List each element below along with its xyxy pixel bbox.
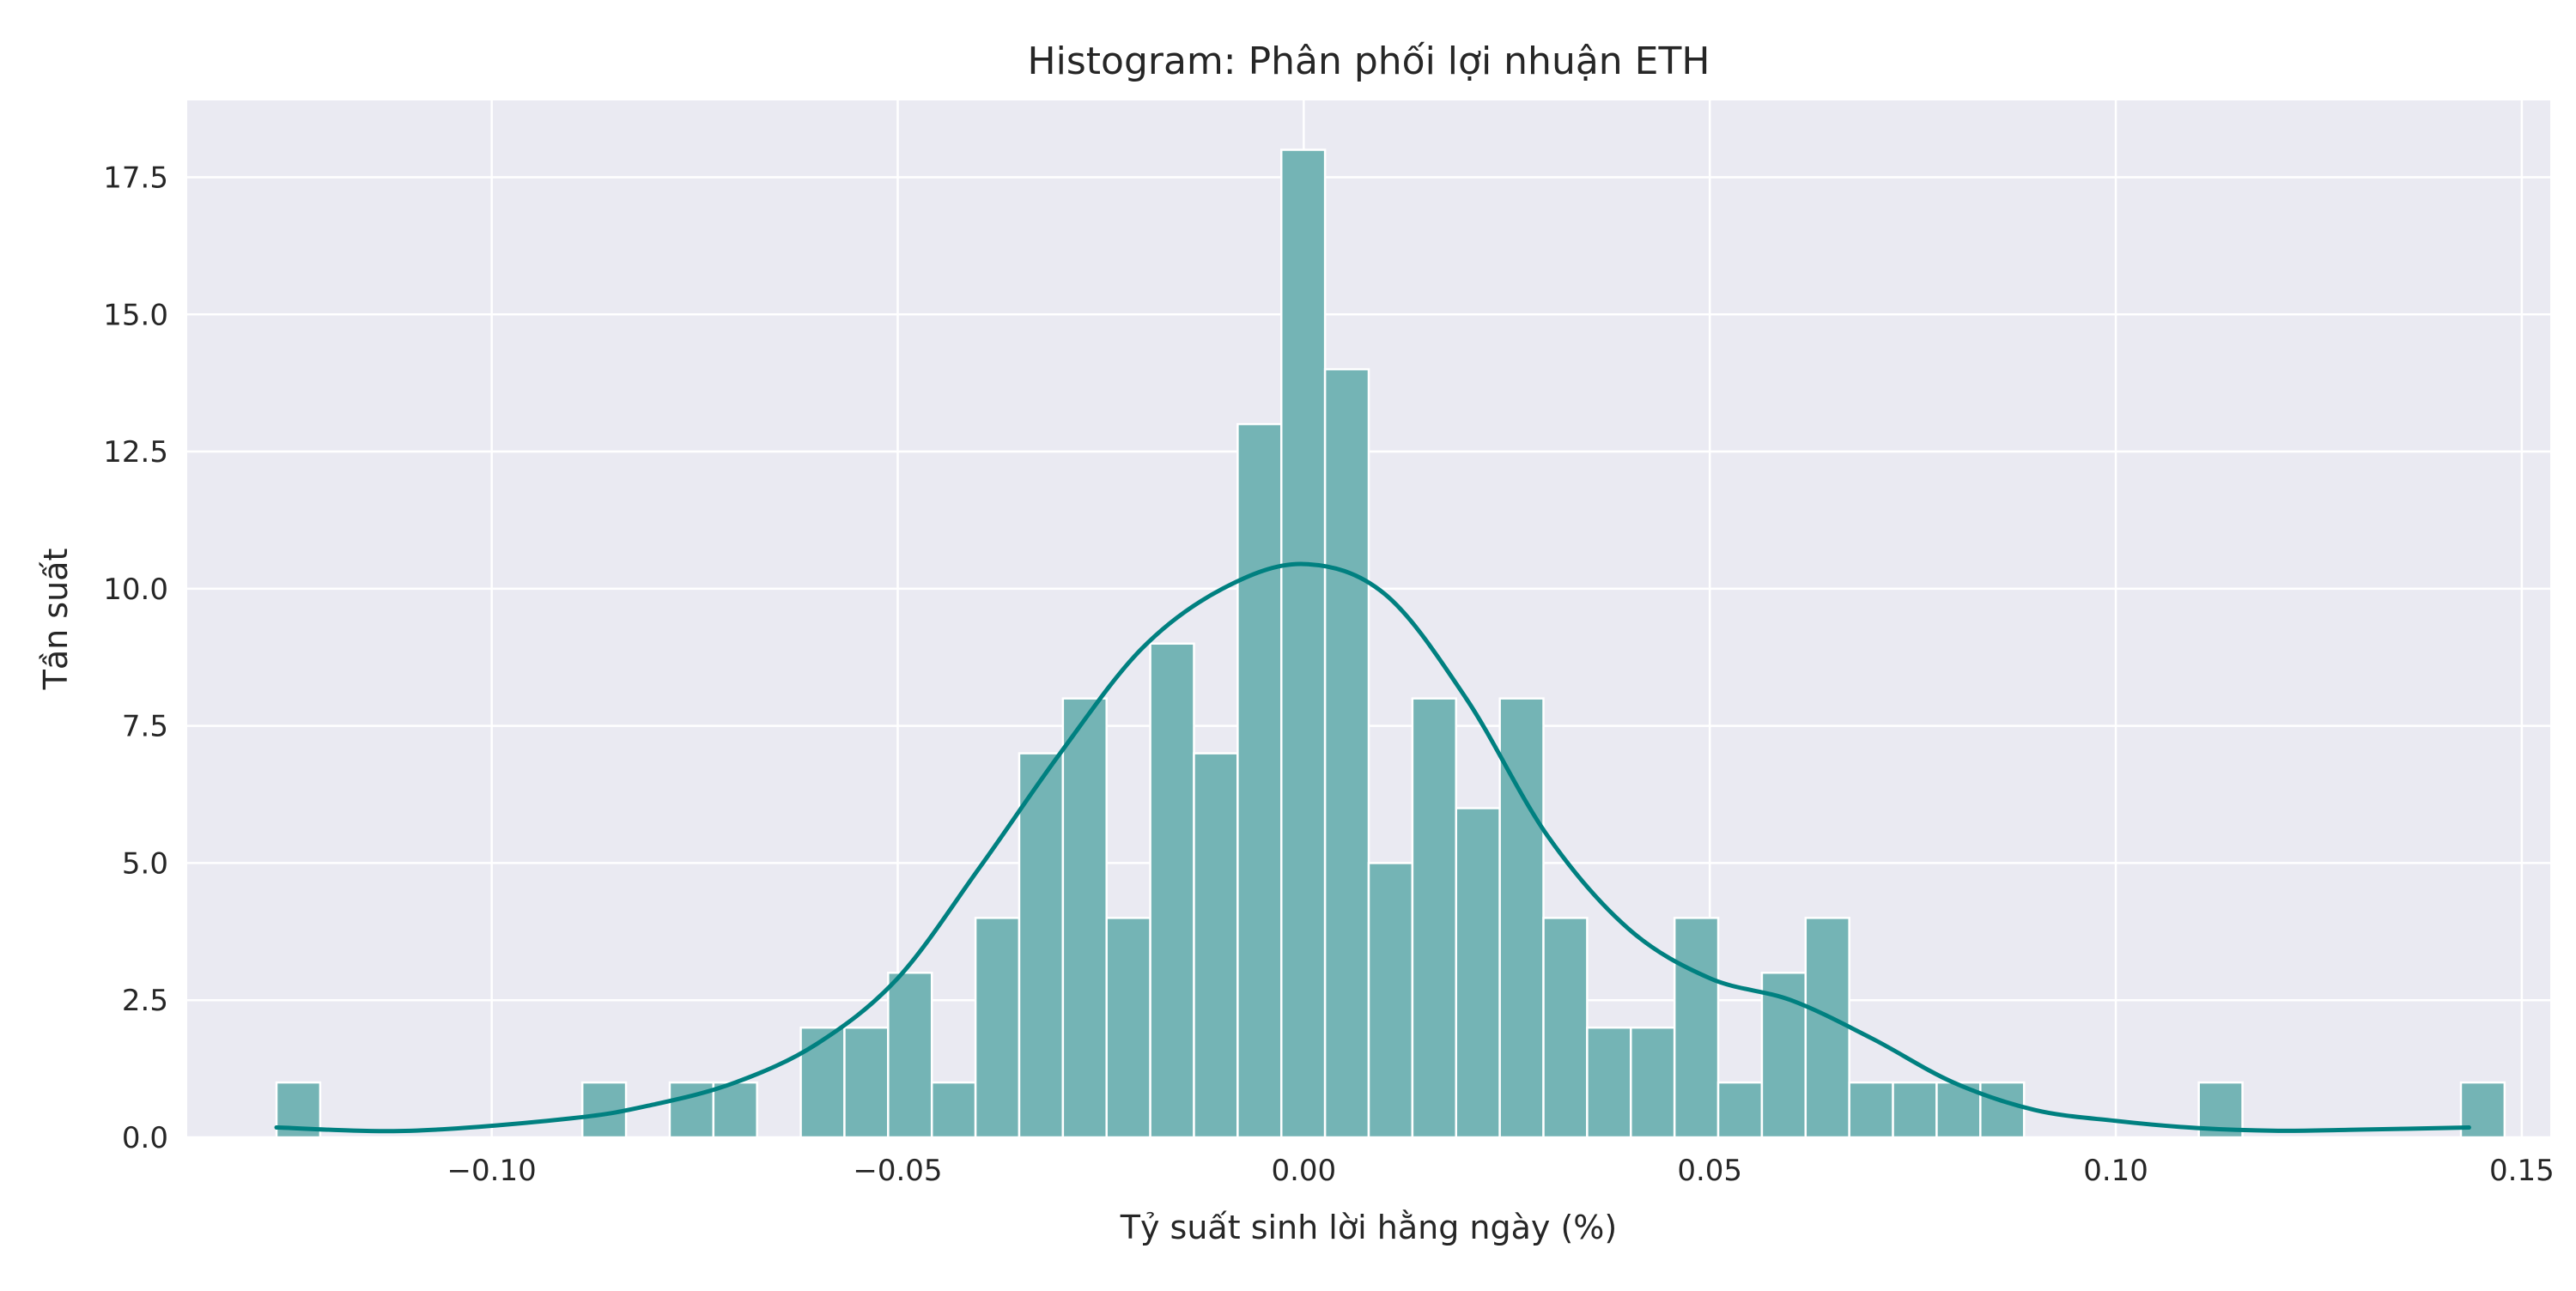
histogram-bar — [974, 917, 1021, 1139]
x-tick-label: −0.05 — [853, 1154, 942, 1188]
histogram-bar — [1804, 917, 1850, 1139]
histogram-bar — [1236, 422, 1283, 1139]
y-tick-label: 12.5 — [103, 435, 168, 470]
histogram-bar — [1367, 862, 1414, 1139]
x-tick-label: 0.05 — [1677, 1154, 1742, 1188]
histogram-bar — [1105, 917, 1151, 1139]
y-tick-labels: 0.0 2.5 5.0 7.5 10.0 12.5 15.0 17.5 — [103, 161, 168, 1155]
x-tick-label: 0.10 — [2083, 1154, 2148, 1188]
histogram-bar — [1630, 1026, 1676, 1139]
histogram-bar — [668, 1081, 715, 1139]
histogram-bar — [1673, 917, 1720, 1139]
histogram-bar — [1760, 972, 1807, 1139]
histogram-bar — [1411, 697, 1458, 1139]
histogram-bar — [1979, 1081, 2026, 1139]
histogram-bar — [712, 1081, 758, 1139]
y-tick-label: 10.0 — [103, 573, 168, 607]
histogram-bar — [1848, 1081, 1894, 1139]
histogram-bar — [1542, 917, 1589, 1139]
chart-title: Histogram: Phân phối lợi nhuận ETH — [1028, 39, 1710, 83]
histogram-bar — [843, 1026, 890, 1139]
histogram-bar — [1018, 752, 1065, 1139]
x-tick-label: −0.10 — [447, 1154, 537, 1188]
histogram-bar — [799, 1026, 846, 1139]
histogram-bar — [887, 972, 933, 1139]
histogram-bar — [1061, 697, 1108, 1139]
histogram-bar — [1716, 1081, 1764, 1139]
bars-layer — [275, 148, 2506, 1139]
histogram-bar — [1892, 1081, 1938, 1139]
histogram-bar — [1323, 367, 1370, 1139]
y-tick-label: 0.0 — [122, 1121, 168, 1155]
histogram-bar — [1279, 148, 1327, 1139]
histogram-bar — [1586, 1026, 1632, 1139]
y-tick-label: 17.5 — [103, 161, 168, 195]
y-tick-label: 15.0 — [103, 298, 168, 332]
histogram-bar — [1193, 752, 1239, 1139]
x-tick-label: 0.00 — [1271, 1154, 1336, 1188]
x-axis-label: Tỷ suất sinh lời hằng ngày (%) — [1120, 1209, 1617, 1246]
y-axis-label: Tần suất — [37, 549, 75, 691]
y-tick-label: 5.0 — [122, 846, 168, 881]
y-tick-label: 7.5 — [122, 710, 168, 744]
histogram-bar — [930, 1081, 977, 1139]
x-tick-labels: −0.10 −0.05 0.00 0.05 0.10 0.15 — [447, 1154, 2555, 1188]
x-tick-label: 0.15 — [2489, 1154, 2555, 1188]
histogram-bar — [1149, 642, 1195, 1139]
y-tick-label: 2.5 — [122, 984, 168, 1018]
histogram-bar — [1455, 807, 1501, 1139]
kde-line — [274, 561, 2471, 1134]
